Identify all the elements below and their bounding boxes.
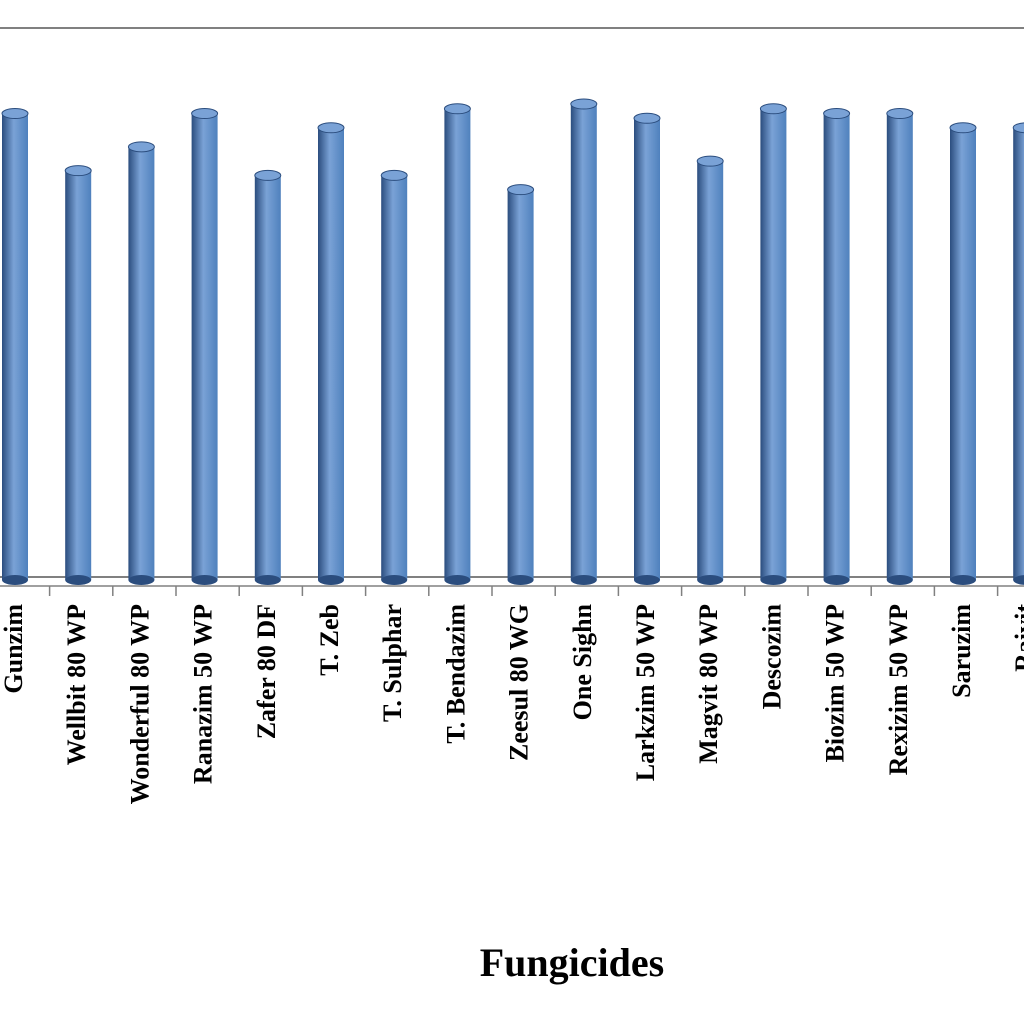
bar xyxy=(759,103,787,585)
bar-cap xyxy=(759,103,787,115)
bar-base xyxy=(191,575,218,585)
bar-body xyxy=(950,127,976,581)
x-tick-label: Zeesul 80 WG xyxy=(505,604,534,761)
bar xyxy=(886,108,914,585)
bar-cap xyxy=(380,169,408,181)
bar xyxy=(696,155,724,585)
x-tick-label: One Sighn xyxy=(568,603,597,720)
x-tick-label: Gunzim xyxy=(0,604,28,694)
bar xyxy=(317,122,345,585)
x-tick-labels: Gunzim Wellbit 80 WP Wonderful 80 WP Ranazi… xyxy=(0,603,1024,804)
bar-base xyxy=(886,575,913,585)
bar-body xyxy=(128,146,155,580)
bar-body xyxy=(2,113,28,581)
bar-base xyxy=(950,575,976,585)
bar-base xyxy=(254,575,281,585)
bar-body xyxy=(381,175,408,580)
bar-body xyxy=(634,118,660,580)
bar xyxy=(380,169,408,585)
bar-base xyxy=(128,575,155,585)
bar-body xyxy=(65,170,92,580)
x-tick-label: Larkzim 50 WP xyxy=(631,604,660,781)
bar xyxy=(507,184,535,585)
bar-body xyxy=(507,189,534,580)
x-tick-label: Rexizim 50 WP xyxy=(884,604,913,775)
x-tick-label: T. Sulphar xyxy=(378,604,407,722)
x-tick-label: Zafer 80 DF xyxy=(252,604,281,739)
bar-cap xyxy=(1012,122,1024,134)
bar-cap xyxy=(633,112,661,124)
x-tick-label: T. Bendazim xyxy=(441,604,470,744)
x-tick-label: Magvit 80 WP xyxy=(694,604,723,764)
bar-base xyxy=(507,575,534,585)
bar-cap xyxy=(823,108,851,120)
bar xyxy=(949,122,977,585)
bar-base xyxy=(444,575,471,585)
x-tick-label: Ranazim 50 WP xyxy=(189,604,218,784)
bar xyxy=(64,165,92,585)
bars xyxy=(1,98,1024,585)
bar xyxy=(191,108,219,585)
bar-body xyxy=(760,108,787,580)
x-tick-label: Wellbit 80 WP xyxy=(62,604,91,765)
bar-cap xyxy=(191,108,219,120)
bar-base xyxy=(570,575,597,585)
bar-body xyxy=(318,127,344,581)
x-tick-label: Wonderful 80 WP xyxy=(125,604,154,804)
bar-base xyxy=(65,575,92,585)
bar xyxy=(443,103,471,585)
bar-cap xyxy=(886,108,914,120)
bar-cap xyxy=(317,122,345,134)
bar-cap xyxy=(507,184,535,196)
bar xyxy=(633,112,661,585)
bar-cap xyxy=(949,122,977,134)
bar-cap xyxy=(127,141,155,153)
bar-cap xyxy=(570,98,598,110)
bar-base xyxy=(1013,575,1024,585)
x-axis-ticks xyxy=(48,586,999,596)
bar-cap xyxy=(1,108,29,120)
bar xyxy=(127,141,155,585)
x-tick-label: Biozim 50 WP xyxy=(821,604,850,763)
bar-base xyxy=(2,575,28,585)
bar-body xyxy=(444,108,471,580)
bar-cap xyxy=(443,103,471,115)
bar-base xyxy=(634,575,660,585)
x-tick-label: Descozim xyxy=(757,604,786,710)
x-tick-label: Saruzim xyxy=(947,604,976,698)
bar xyxy=(823,108,851,585)
x-axis-title: Fungicides xyxy=(480,940,664,985)
bar-base xyxy=(760,575,787,585)
bar-base xyxy=(823,575,850,585)
bar-body xyxy=(191,113,218,581)
bar-body xyxy=(1013,127,1024,581)
bar-body xyxy=(697,161,724,580)
bar-body xyxy=(254,175,281,580)
bar-body xyxy=(886,113,913,581)
bar-base xyxy=(697,575,724,585)
bar-base xyxy=(318,575,344,585)
bar xyxy=(570,98,598,585)
bar-cap xyxy=(254,169,282,181)
x-tick-label: T. Zeb xyxy=(315,604,344,676)
bar-body xyxy=(570,104,597,580)
x-tick-label: Raivit xyxy=(1010,604,1024,672)
bar xyxy=(1,108,29,585)
bar xyxy=(254,169,282,585)
bar-body xyxy=(823,113,850,581)
bar-base xyxy=(381,575,408,585)
bar xyxy=(1012,122,1024,585)
bar-cap xyxy=(696,155,724,167)
bar-cap xyxy=(64,165,92,177)
